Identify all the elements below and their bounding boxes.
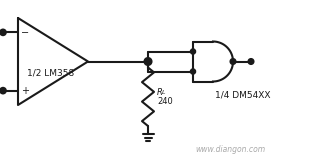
Text: 1/2 LM358: 1/2 LM358 xyxy=(27,69,75,78)
Text: 1/4 DM54XX: 1/4 DM54XX xyxy=(215,90,271,99)
Text: R: R xyxy=(157,88,163,97)
Circle shape xyxy=(231,59,236,64)
Text: L: L xyxy=(162,90,165,95)
Text: −: − xyxy=(21,28,29,38)
Text: www.diangon.com: www.diangon.com xyxy=(195,146,265,154)
Circle shape xyxy=(0,88,6,93)
Circle shape xyxy=(0,30,6,35)
Circle shape xyxy=(191,49,195,54)
Text: 240: 240 xyxy=(157,97,173,106)
Text: +: + xyxy=(21,86,29,96)
Circle shape xyxy=(144,58,152,65)
Circle shape xyxy=(249,59,254,64)
Circle shape xyxy=(191,69,195,74)
